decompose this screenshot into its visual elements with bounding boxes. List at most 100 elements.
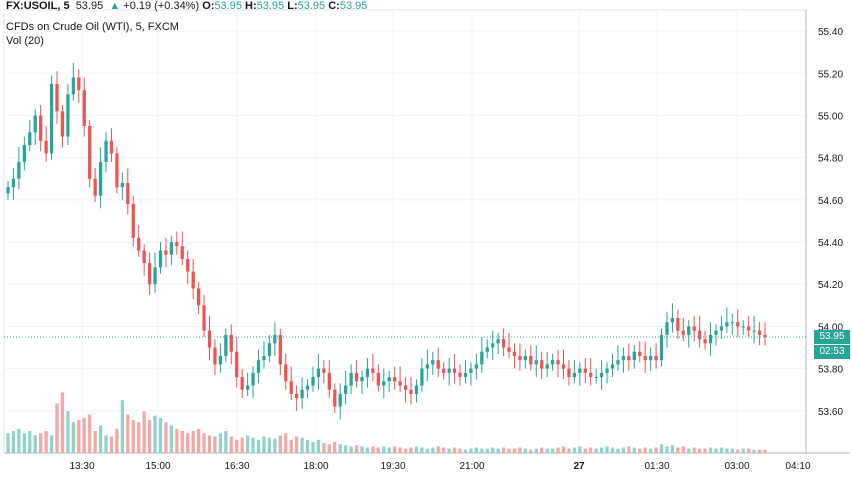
candle-body — [98, 161, 103, 196]
candle-body — [262, 355, 266, 361]
volume-title[interactable]: Vol (20) — [6, 35, 44, 47]
candle-body — [284, 364, 288, 382]
volume-bar — [681, 446, 685, 453]
candle-body — [725, 322, 729, 327]
plot-frame — [3, 9, 807, 454]
candle-body — [153, 267, 157, 285]
volume-bar — [741, 448, 745, 453]
candle-body — [82, 90, 86, 127]
volume-bar — [71, 422, 75, 453]
volume-bar — [153, 415, 157, 453]
candle-body — [719, 326, 724, 331]
candle-body — [578, 368, 582, 373]
volume-bar — [295, 436, 299, 453]
candle-body — [115, 153, 119, 188]
candle-body — [556, 360, 560, 365]
candle-body — [77, 77, 81, 91]
candle-body — [267, 343, 272, 356]
candle-body — [534, 360, 538, 365]
candle-body — [638, 351, 642, 356]
volume-bar — [115, 428, 119, 453]
volume-bar — [77, 420, 81, 453]
volume-bar — [578, 446, 582, 453]
volume-bar — [267, 437, 272, 453]
candle-body — [491, 343, 495, 348]
volume-bar — [316, 439, 321, 453]
volume-bar — [442, 447, 446, 453]
volume-bar — [692, 447, 696, 453]
candle-body — [518, 355, 522, 361]
candle-body — [643, 355, 647, 361]
volume-bar — [654, 447, 658, 453]
y-tick-label: 54.80 — [818, 154, 843, 165]
volume-bar — [333, 442, 337, 453]
volume-bar — [202, 433, 206, 453]
volume-bar — [245, 435, 250, 453]
volume-bar — [60, 392, 65, 453]
candle-body — [169, 242, 174, 255]
volume-bar — [196, 428, 201, 453]
last-price-tag: 53.95 — [814, 330, 850, 344]
candle-body — [164, 250, 168, 255]
candle-body — [741, 326, 745, 328]
candle-body — [28, 132, 32, 146]
candle-body — [6, 187, 10, 194]
candle-body — [120, 182, 125, 188]
volume-bar — [382, 446, 386, 453]
symbol-label[interactable]: FX:USOIL, 5 — [6, 0, 70, 12]
up-arrow-icon: ▲ — [109, 0, 121, 12]
volume-bar — [349, 446, 353, 453]
volume-bar — [262, 436, 266, 453]
candle-body — [687, 326, 691, 335]
candle-body — [88, 126, 92, 179]
candle-body — [344, 385, 348, 394]
candle-body — [371, 368, 375, 373]
volume-bar — [414, 446, 419, 453]
volume-bar — [278, 435, 282, 453]
volume-bar — [627, 446, 631, 453]
candle-body — [60, 111, 65, 137]
candle-body — [93, 178, 97, 196]
candle-body — [207, 330, 212, 348]
candle-body — [338, 393, 342, 407]
candle-body — [322, 368, 326, 373]
candle-body — [311, 377, 315, 386]
candle-body — [300, 389, 304, 399]
candle-body — [681, 330, 685, 335]
volume-bar — [338, 444, 342, 453]
volume-bar — [131, 420, 135, 453]
candle-body — [17, 161, 21, 179]
open-value: 53.95 — [214, 0, 242, 12]
volume-bar — [88, 414, 92, 453]
candle-body — [360, 377, 364, 382]
volume-bar — [273, 438, 277, 453]
volume-bar — [703, 448, 707, 453]
volume-bar — [567, 448, 571, 453]
y-tick-label: 54.20 — [818, 280, 843, 291]
candle-body — [147, 263, 152, 285]
volume-bar — [240, 437, 244, 453]
volume-bar — [719, 447, 724, 453]
volume-bar — [224, 431, 228, 453]
volume-bar — [191, 431, 195, 453]
candle-body — [469, 368, 473, 373]
volume-bar — [98, 425, 103, 453]
volume-bar — [572, 447, 577, 453]
volume-bar — [648, 448, 653, 453]
volume-bar — [534, 448, 538, 453]
candle-body — [670, 317, 675, 323]
volume-bar — [474, 447, 478, 453]
candle-body — [523, 355, 528, 361]
volume-bar — [550, 448, 555, 453]
series-title[interactable]: CFDs on Crude Oil (WTI), 5, FXCM — [6, 21, 179, 33]
candle-body — [496, 339, 500, 344]
candle-body — [736, 322, 740, 327]
candle-body — [273, 334, 277, 344]
candle-body — [175, 242, 179, 247]
volume-bar — [93, 431, 97, 453]
volume-bar — [529, 449, 533, 453]
candle-body — [398, 381, 402, 386]
x-tick-label: 03:00 — [724, 461, 749, 472]
candle-body — [109, 140, 114, 154]
